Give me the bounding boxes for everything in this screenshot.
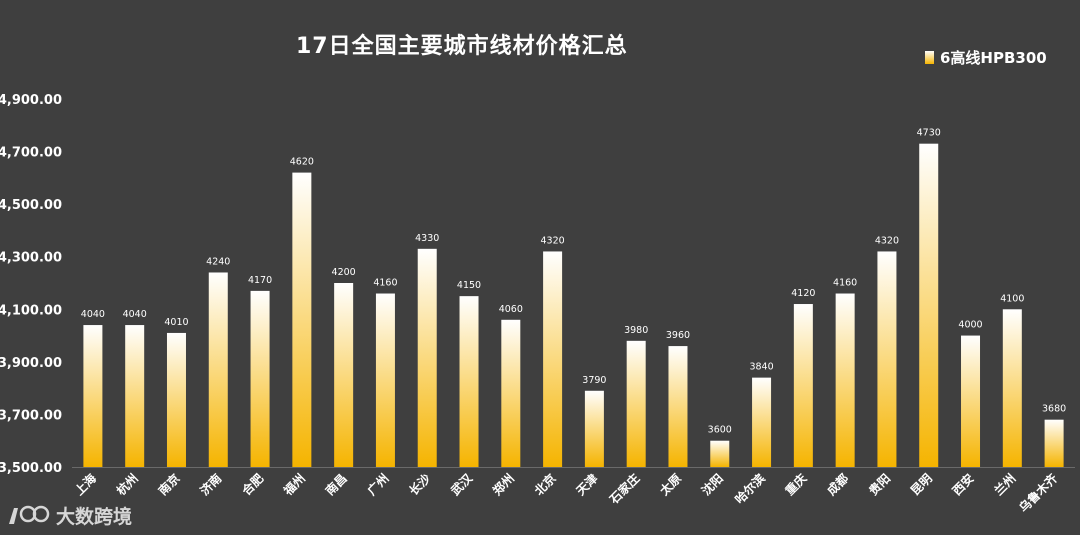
bar bbox=[334, 283, 354, 467]
x-tick-label: 郑州 bbox=[489, 471, 517, 499]
x-tick-label: 福州 bbox=[280, 471, 308, 499]
legend-label: 6高线HPB300 bbox=[940, 48, 1047, 67]
data-label: 3600 bbox=[708, 425, 732, 436]
bar bbox=[543, 251, 563, 467]
data-label: 4320 bbox=[875, 235, 899, 246]
y-tick-label: 4,900.00 bbox=[0, 93, 62, 108]
y-tick-label: 4,700.00 bbox=[0, 146, 62, 161]
bar bbox=[250, 290, 270, 467]
y-tick-label: 4,500.00 bbox=[0, 198, 62, 213]
bar bbox=[835, 293, 855, 467]
y-tick-label: 3,900.00 bbox=[0, 356, 62, 371]
bar bbox=[877, 251, 897, 467]
legend: 6高线HPB300 bbox=[925, 46, 1047, 68]
x-tick-label: 石家庄 bbox=[606, 471, 643, 508]
chart-title: 17日全国主要城市线材价格汇总 bbox=[296, 34, 628, 59]
data-label: 4120 bbox=[791, 288, 815, 299]
bar bbox=[626, 340, 646, 467]
bar bbox=[793, 304, 813, 467]
bar bbox=[668, 346, 688, 467]
data-label: 4040 bbox=[81, 309, 105, 320]
bar bbox=[208, 272, 228, 467]
bar bbox=[710, 440, 730, 467]
bar bbox=[166, 332, 186, 467]
y-tick-label: 3,700.00 bbox=[0, 408, 62, 423]
watermark-text: 大数跨境 bbox=[56, 506, 133, 528]
x-tick-label: 广州 bbox=[364, 471, 392, 499]
data-label: 4240 bbox=[206, 256, 230, 267]
bar bbox=[919, 143, 939, 467]
x-tick-label: 上海 bbox=[71, 471, 99, 499]
x-tick-label: 武汉 bbox=[448, 470, 476, 498]
data-label: 4000 bbox=[958, 320, 982, 331]
x-tick-label: 天津 bbox=[573, 471, 601, 499]
data-label: 4010 bbox=[164, 317, 188, 328]
bar bbox=[1002, 309, 1022, 467]
bar bbox=[501, 319, 521, 467]
data-label: 4160 bbox=[373, 278, 397, 289]
x-tick-label: 成都 bbox=[824, 471, 852, 499]
data-label: 4160 bbox=[833, 278, 857, 289]
x-tick-label: 乌鲁木齐 bbox=[1016, 470, 1061, 515]
data-label: 4320 bbox=[541, 235, 565, 246]
data-label: 4040 bbox=[123, 309, 147, 320]
data-label: 3960 bbox=[666, 330, 690, 341]
data-label: 4060 bbox=[499, 304, 523, 315]
x-tick-label: 北京 bbox=[531, 471, 559, 499]
x-tick-label: 杭州 bbox=[113, 471, 141, 499]
data-label: 4620 bbox=[290, 157, 314, 168]
bar bbox=[752, 377, 772, 467]
data-label: 4150 bbox=[457, 280, 481, 291]
x-tick-label: 太原 bbox=[657, 471, 685, 499]
bar bbox=[1044, 419, 1064, 467]
data-label: 3840 bbox=[749, 362, 773, 373]
x-tick-label: 贵阳 bbox=[865, 471, 893, 499]
bar bbox=[292, 172, 312, 467]
x-tick-label: 重庆 bbox=[782, 471, 810, 499]
bar bbox=[417, 248, 437, 467]
bar bbox=[584, 390, 604, 467]
dashu-logo-icon bbox=[9, 505, 50, 524]
data-label: 3790 bbox=[582, 375, 606, 386]
x-tick-label: 兰州 bbox=[991, 471, 1019, 499]
x-tick-label: 昆明 bbox=[908, 471, 935, 498]
x-tick-label: 合肥 bbox=[239, 471, 267, 499]
x-tick-label: 沈阳 bbox=[698, 471, 726, 499]
y-tick-label: 4,300.00 bbox=[0, 251, 62, 266]
data-label: 4170 bbox=[248, 275, 272, 286]
bar bbox=[459, 296, 479, 467]
data-label: 4330 bbox=[415, 233, 439, 244]
data-label: 4100 bbox=[1000, 293, 1024, 304]
x-tick-label: 西安 bbox=[949, 471, 977, 499]
bar bbox=[375, 293, 395, 467]
bar bbox=[961, 335, 981, 467]
x-tick-label: 哈尔滨 bbox=[732, 471, 768, 507]
data-label: 3980 bbox=[624, 325, 648, 336]
data-label: 3680 bbox=[1042, 404, 1066, 415]
y-tick-label: 4,100.00 bbox=[0, 303, 62, 318]
x-tick-label: 长沙 bbox=[406, 471, 434, 499]
data-label: 4200 bbox=[332, 267, 356, 278]
data-label: 4730 bbox=[917, 128, 941, 139]
bar bbox=[125, 325, 145, 467]
bar bbox=[83, 325, 103, 467]
x-tick-label: 济南 bbox=[197, 471, 225, 499]
y-tick-label: 3,500.00 bbox=[0, 461, 62, 476]
x-tick-label: 南昌 bbox=[322, 471, 350, 499]
legend-swatch bbox=[925, 50, 934, 64]
watermark: 大数跨境 bbox=[6, 502, 132, 529]
x-tick-label: 南京 bbox=[155, 471, 183, 499]
